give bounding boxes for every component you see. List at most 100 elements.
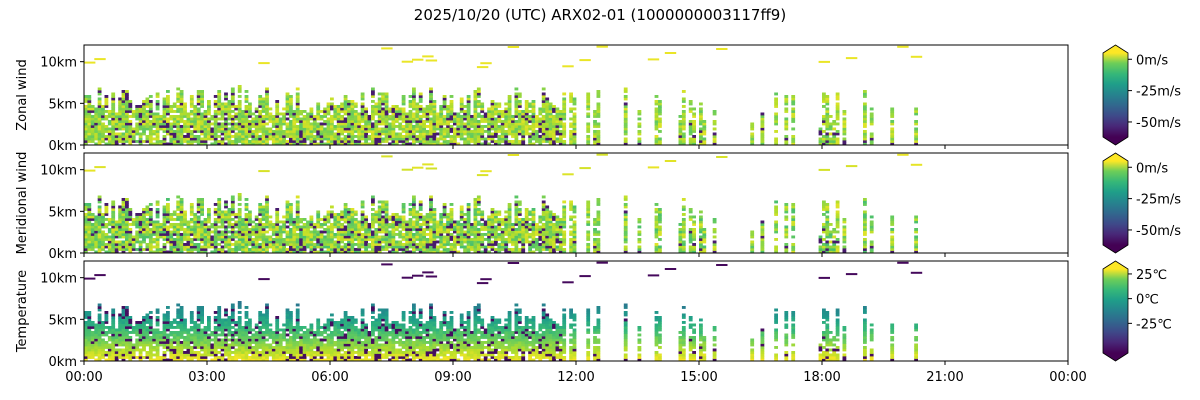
- heatmap-cell: [179, 90, 184, 93]
- heatmap-cell: [524, 107, 529, 111]
- heatmap-cell: [309, 135, 314, 138]
- heatmap-cell: [237, 85, 242, 88]
- heatmap-cell: [90, 115, 95, 118]
- heatmap-cell: [524, 223, 529, 226]
- heatmap-cell: [394, 105, 399, 108]
- heatmap-cell: [189, 225, 194, 229]
- heatmap-cell: [251, 130, 256, 133]
- heatmap-cell: [357, 243, 362, 246]
- heatmap-cell: [347, 233, 351, 236]
- heatmap-cell: [90, 117, 95, 121]
- heatmap-cell: [330, 243, 334, 246]
- heatmap-cell: [196, 90, 201, 93]
- heatmap-cell: [350, 112, 355, 116]
- heatmap-cell: [514, 235, 519, 239]
- heatmap-cell: [121, 127, 126, 131]
- heatmap-cell: [442, 208, 447, 211]
- heatmap-cell: [699, 117, 703, 121]
- heatmap-cell: [439, 127, 444, 131]
- heatmap-cell: [350, 213, 355, 216]
- heatmap-cell: [316, 223, 321, 226]
- heatmap-cell: [114, 230, 119, 234]
- heatmap-cell: [265, 235, 269, 239]
- heatmap-cell: [210, 230, 215, 234]
- heatmap-cell: [791, 97, 796, 101]
- heatmap-cell: [155, 92, 160, 96]
- heatmap-cell: [548, 110, 553, 113]
- heatmap-cell: [350, 107, 355, 111]
- heatmap-cell: [432, 135, 437, 138]
- heatmap-cell: [835, 142, 840, 146]
- heatmap-cell: [237, 228, 242, 231]
- heatmap-cell: [210, 225, 215, 229]
- heatmap-cell: [429, 137, 433, 141]
- heatmap-cell: [278, 245, 283, 249]
- heatmap-cell: [480, 240, 485, 244]
- heatmap-cell: [248, 140, 252, 143]
- heatmap-cell: [367, 245, 372, 249]
- heatmap-cell: [374, 125, 379, 128]
- heatmap-cell: [104, 218, 109, 221]
- heatmap-cell: [442, 122, 447, 126]
- heatmap-cell: [490, 105, 495, 108]
- heatmap-cell: [350, 100, 355, 103]
- heatmap-cell: [166, 228, 170, 231]
- heatmap-cell: [514, 223, 519, 226]
- heatmap-cell: [531, 122, 536, 126]
- heatmap-cell: [422, 233, 426, 236]
- heatmap-cell: [343, 122, 348, 126]
- heatmap-cell: [637, 142, 642, 146]
- heatmap-cell: [340, 245, 344, 249]
- heatmap-cell: [384, 220, 389, 224]
- heatmap-cell: [152, 230, 157, 234]
- heatmap-cell: [579, 167, 591, 170]
- heatmap-cell: [388, 122, 392, 126]
- heatmap-cell: [367, 137, 372, 141]
- heatmap-cell: [220, 142, 225, 146]
- heatmap-cell: [111, 137, 116, 141]
- heatmap-cell: [131, 235, 136, 239]
- heatmap-cell: [422, 230, 426, 234]
- heatmap-cell: [374, 233, 379, 236]
- heatmap-cell: [360, 107, 365, 111]
- heatmap-cell: [432, 210, 437, 214]
- heatmap-cell: [439, 245, 444, 249]
- heatmap-cell: [398, 110, 403, 113]
- heatmap-cell: [586, 102, 591, 106]
- heatmap-cell: [97, 92, 102, 96]
- heatmap-cell: [408, 130, 413, 133]
- heatmap-cell: [435, 235, 440, 239]
- heatmap-cell: [381, 240, 385, 244]
- heatmap-cell: [825, 122, 830, 126]
- heatmap-cell: [545, 132, 550, 136]
- heatmap-cell: [186, 243, 191, 246]
- heatmap-cell: [193, 243, 198, 246]
- heatmap-cell: [473, 228, 478, 231]
- heatmap-cell: [863, 135, 867, 138]
- heatmap-cell: [367, 243, 372, 246]
- heatmap-cell: [405, 122, 409, 126]
- heatmap-cell: [507, 240, 512, 244]
- heatmap-cell: [217, 198, 222, 201]
- heatmap-cell: [569, 208, 573, 211]
- heatmap-cell: [388, 225, 392, 229]
- heatmap-cell: [248, 112, 252, 116]
- heatmap-cell: [227, 218, 232, 221]
- heatmap-cell: [446, 130, 450, 133]
- heatmap-cell: [224, 105, 228, 108]
- heatmap-cell: [890, 132, 895, 136]
- heatmap-cell: [825, 97, 830, 101]
- heatmap-cell: [425, 142, 430, 146]
- heatmap-cell: [148, 125, 153, 128]
- heatmap-cell: [323, 215, 327, 219]
- heatmap-cell: [531, 233, 536, 236]
- heatmap-cell: [295, 205, 300, 209]
- heatmap-cell: [114, 142, 119, 146]
- heatmap-cell: [237, 220, 242, 224]
- heatmap-cell: [282, 140, 286, 143]
- heatmap-cell: [558, 223, 563, 226]
- heatmap-cell: [104, 135, 109, 138]
- heatmap-cell: [121, 243, 126, 246]
- heatmap-cell: [586, 223, 591, 226]
- heatmap-cell: [596, 102, 601, 106]
